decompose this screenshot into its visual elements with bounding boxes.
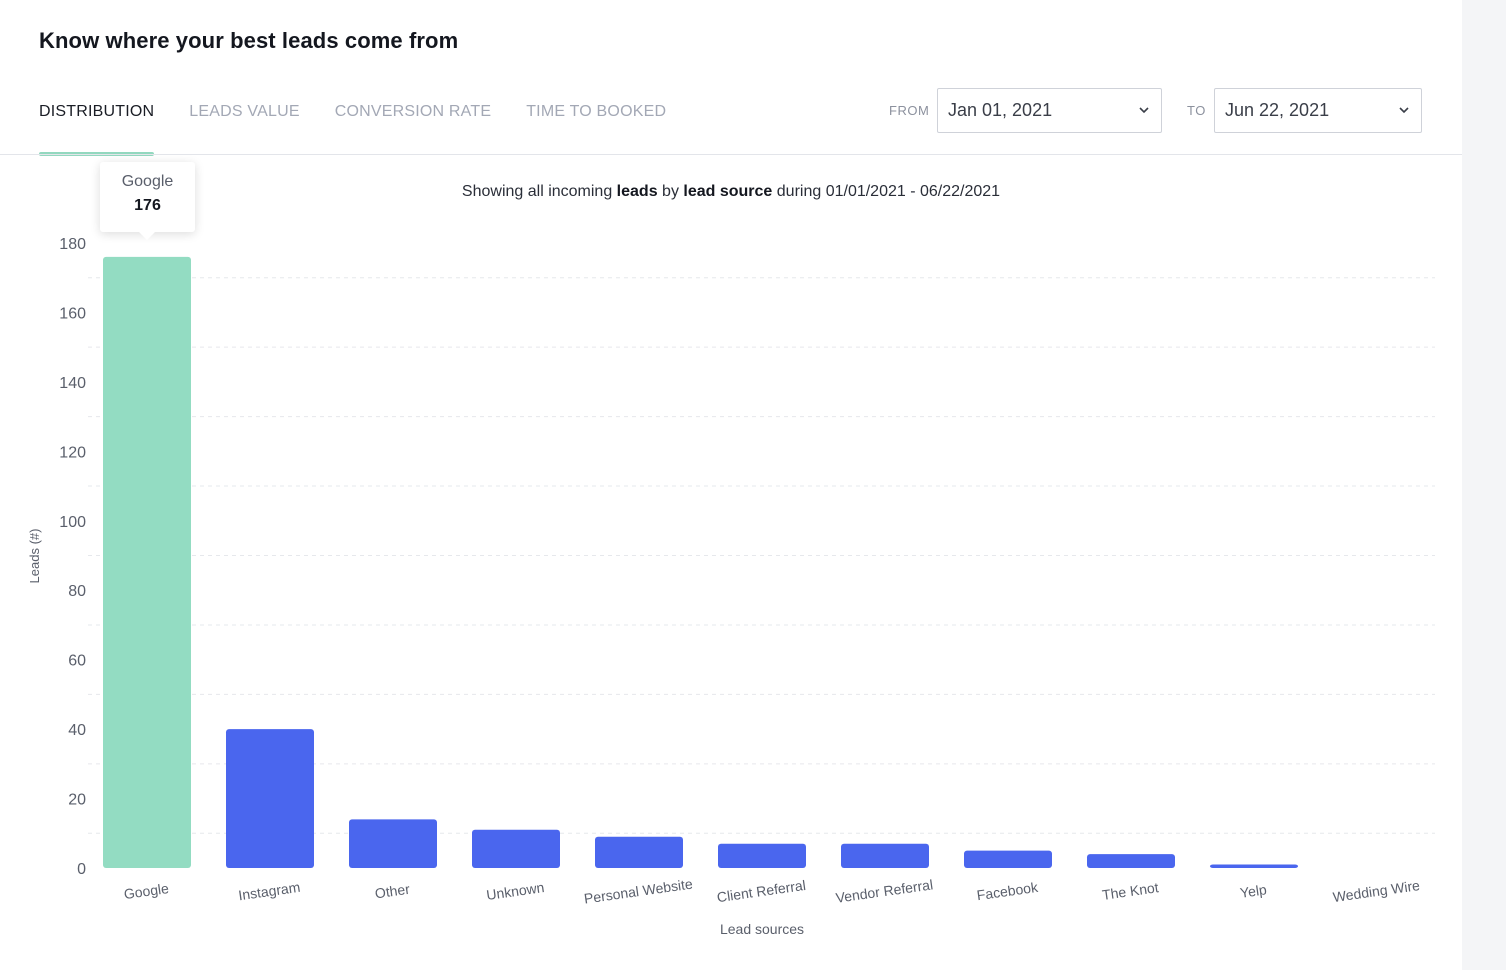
y-tick-label: 120 [59, 444, 86, 461]
to-label: TO [1187, 103, 1206, 118]
from-date-select[interactable]: Jan 01, 2021 [937, 88, 1162, 133]
y-tick-label: 60 [68, 653, 86, 670]
y-tick-label: 20 [68, 792, 86, 809]
x-tick-label: Unknown [485, 879, 545, 903]
to-date-select[interactable]: Jun 22, 2021 [1214, 88, 1422, 133]
subtitle-middle: by [657, 183, 684, 200]
bar-the-knot[interactable] [1087, 854, 1175, 868]
tab-leads-value[interactable]: LEADS VALUE [189, 103, 300, 120]
grid-lines [88, 277, 1435, 834]
y-tick-label: 160 [59, 305, 86, 322]
x-axis-ticks: Google Instagram Other Unknown Personal Webs… [123, 875, 1421, 906]
bar-yelp[interactable] [1210, 864, 1298, 868]
header-divider [0, 154, 1462, 155]
tooltip-label: Google [121, 173, 174, 190]
subtitle-suffix: during 01/01/2021 - 06/22/2021 [772, 183, 1001, 200]
y-axis-ticks: 0 20 40 60 80 100 120 140 160 180 [59, 236, 86, 878]
subtitle-bold-leads: leads [616, 183, 658, 200]
tooltip-value: 176 [134, 197, 161, 214]
leads-card: Know where your best leads come from DIS… [0, 28, 1462, 937]
from-date-value: Jan 01, 2021 [948, 100, 1053, 120]
subtitle-prefix: Showing all incoming [461, 183, 617, 200]
chevron-down-icon [1399, 107, 1409, 114]
tab-conversion-rate[interactable]: CONVERSION RATE [334, 103, 492, 120]
x-tick-label: Google [123, 880, 170, 902]
bar-personal-website[interactable] [595, 836, 683, 868]
y-tick-label: 80 [68, 583, 86, 600]
bar-facebook[interactable] [964, 850, 1052, 868]
x-tick-label: Client Referral [716, 877, 807, 905]
bar-other[interactable] [349, 819, 437, 868]
x-tick-label: Vendor Referral [835, 876, 934, 905]
x-tick-label: Other [374, 881, 411, 902]
bar-vendor-referral[interactable] [841, 843, 929, 868]
subtitle-bold-lead-source: lead source [683, 183, 773, 200]
x-tick-label: Instagram [237, 879, 301, 904]
chart-subtitle: Showing all incoming leads by lead sourc… [0, 183, 1462, 201]
y-tick-label: 0 [77, 861, 86, 878]
page-background-strip [1462, 0, 1506, 970]
bars [103, 256, 1298, 868]
x-axis-label: Lead sources [720, 921, 804, 937]
y-tick-label: 140 [59, 375, 86, 392]
y-axis-label: Leads (#) [27, 529, 42, 584]
y-tick-label: 100 [59, 514, 86, 531]
bar-instagram[interactable] [226, 729, 314, 868]
tab-time-to-booked[interactable]: TIME TO BOOKED [526, 103, 667, 120]
bar-chart: 0 20 40 60 80 100 120 140 160 180 Google Instagram… [27, 236, 1435, 937]
y-tick-label: 180 [59, 236, 86, 253]
page-title: Know where your best leads come from [39, 28, 459, 53]
x-tick-label: Yelp [1239, 881, 1268, 901]
x-tick-label: Facebook [976, 879, 1040, 904]
bar-google[interactable] [103, 256, 191, 868]
bar-tooltip: Google 176 [100, 162, 195, 240]
x-tick-label: Personal Website [583, 875, 694, 906]
chevron-down-icon [1139, 107, 1149, 114]
x-tick-label: Wedding Wire [1332, 877, 1421, 905]
x-tick-label: The Knot [1101, 879, 1160, 903]
bar-unknown[interactable] [472, 829, 560, 868]
from-label: FROM [889, 103, 930, 118]
bar-client-referral[interactable] [718, 843, 806, 868]
to-date-value: Jun 22, 2021 [1225, 100, 1330, 120]
y-tick-label: 40 [68, 722, 86, 739]
